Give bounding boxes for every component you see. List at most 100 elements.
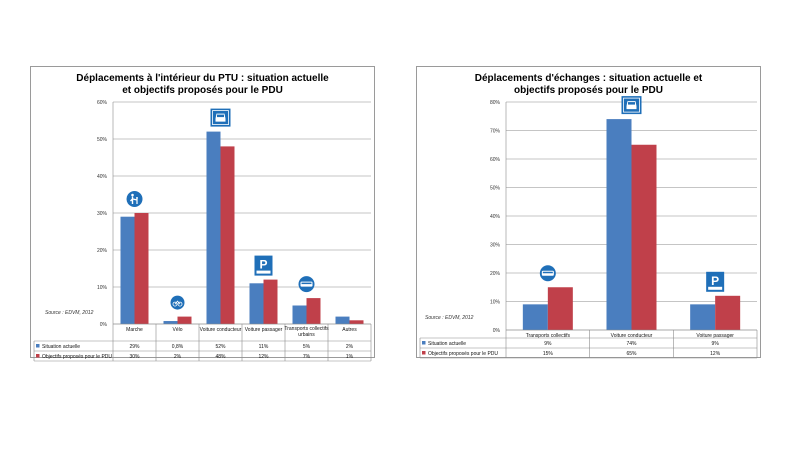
y-tick-label: 50%	[490, 186, 501, 192]
chart-right: 0% 10% 20% 30% 40% 50% 60% 70% 80% P Transports co…	[419, 96, 758, 359]
data-label: 74%	[626, 341, 637, 347]
y-tick-label: 40%	[97, 174, 108, 180]
bar-objectifs-pdu	[631, 144, 657, 330]
y-tick-label: 60%	[490, 157, 501, 163]
data-label: 9%	[544, 341, 552, 347]
y-tick-label: 10%	[97, 285, 108, 291]
bicycle-sign-disc	[170, 295, 185, 310]
x-tick-label: Voiture passager	[696, 333, 734, 339]
y-tick-label: 20%	[490, 271, 501, 277]
bar-situation-actuelle	[335, 316, 350, 324]
car-window	[217, 114, 224, 118]
data-label: 65%	[626, 351, 637, 357]
pedestrian-adult-head	[131, 193, 134, 197]
bus-windows	[542, 271, 553, 274]
legend-label: Situation actuelle	[428, 341, 466, 347]
bar-situation-actuelle	[249, 283, 264, 324]
chart-source: Source : EDVM, 2012	[45, 310, 94, 316]
parking-sign-icon: P	[254, 255, 273, 276]
bar-situation-actuelle	[120, 216, 135, 324]
chart-panel-left: Déplacements à l'intérieur du PTU : situ…	[30, 66, 375, 362]
chart-title: Déplacements à l'intérieur du PTU : situ…	[76, 73, 329, 96]
bar-situation-actuelle	[690, 304, 716, 330]
parking-sub-panel	[256, 270, 271, 274]
data-label: 30%	[129, 354, 140, 360]
y-tick-label: 30%	[97, 211, 108, 217]
car-sign-icon	[210, 108, 231, 127]
parking-letter: P	[711, 274, 719, 288]
y-tick-label: 0%	[100, 322, 108, 328]
data-label: 0,8%	[172, 344, 184, 350]
y-tick-label: 40%	[490, 214, 501, 220]
x-tick-label: Vélo	[172, 327, 182, 333]
bar-objectifs-pdu	[177, 316, 192, 324]
parking-sub-panel	[708, 286, 723, 290]
y-tick-label: 60%	[97, 100, 108, 106]
data-label: 29%	[129, 344, 140, 350]
chart-panel-right: Déplacements d'échanges : situation actu…	[416, 66, 761, 359]
pedestrian-adult-body	[130, 196, 134, 204]
data-label: 1%	[346, 354, 354, 360]
legend-swatch-objectifs	[422, 351, 426, 355]
bar-situation-actuelle	[206, 131, 221, 324]
data-label: 5%	[303, 344, 311, 350]
y-tick-label: 70%	[490, 129, 501, 135]
bicycle-frame	[174, 300, 181, 305]
data-label: 52%	[215, 344, 226, 350]
data-label: 12%	[258, 354, 269, 360]
chart-title: Déplacements d'échanges : situation actu…	[474, 73, 703, 96]
bar-situation-actuelle	[163, 321, 178, 324]
data-label: 9%	[712, 341, 720, 347]
bus-sign-icon	[539, 265, 556, 282]
bicycle-sign-icon	[170, 295, 185, 310]
legend-label: Objectifs proposés pour le PDU	[42, 354, 112, 360]
data-label: 15%	[543, 351, 554, 357]
x-tick-label: Voiture conducteur	[200, 327, 242, 333]
bar-situation-actuelle	[606, 119, 632, 330]
chart-source: Source : EDVM, 2012	[425, 315, 474, 321]
chart-left: 0% 10% 20% 30% 40% 50% 60% P Marche Vélo Voiture c…	[33, 100, 372, 362]
bar-objectifs-pdu	[349, 320, 364, 324]
parking-sign-plate	[706, 271, 725, 292]
legend-swatch-situation	[422, 341, 426, 345]
bar-objectifs-pdu	[134, 213, 149, 324]
bicycle-rear-wheel	[172, 301, 178, 307]
y-tick-label: 10%	[490, 300, 501, 306]
x-tick-label: urbains	[298, 332, 315, 338]
bar-situation-actuelle	[292, 305, 307, 324]
car-sign-icon	[621, 96, 642, 115]
x-tick-label: Transports collectifs	[526, 333, 571, 339]
data-label: 2%	[346, 344, 354, 350]
x-tick-label: Voiture passager	[245, 327, 283, 333]
y-tick-label: 30%	[490, 243, 501, 249]
x-tick-label: Marche	[126, 327, 143, 333]
pedestrian-child-head	[136, 197, 138, 199]
legend-swatch-situation	[36, 344, 40, 348]
data-label: 12%	[710, 351, 721, 357]
car-sign-border	[212, 110, 229, 125]
bus-sign-icon	[298, 276, 315, 293]
x-tick-label: Transports collectifs	[284, 326, 329, 332]
data-label: 11%	[259, 344, 269, 350]
bar-objectifs-pdu	[715, 295, 741, 330]
x-tick-label: Autres	[342, 327, 357, 333]
pedestrian-child-body	[132, 198, 138, 204]
x-tick-label: Voiture conducteur	[611, 333, 653, 339]
parking-sign-icon: P	[706, 271, 725, 292]
parking-letter: P	[259, 258, 267, 272]
y-tick-label: 20%	[97, 248, 108, 254]
legend-label: Objectifs proposés pour le PDU	[428, 351, 498, 357]
bus-windows	[301, 282, 312, 285]
data-label: 48%	[215, 354, 226, 360]
data-label: 7%	[303, 354, 311, 360]
bar-objectifs-pdu	[220, 146, 235, 324]
bar-situation-actuelle	[522, 304, 548, 330]
data-label: 2%	[174, 354, 182, 360]
bar-objectifs-pdu	[306, 298, 321, 324]
y-tick-label: 0%	[493, 328, 501, 334]
legend-label: Situation actuelle	[42, 344, 80, 350]
y-tick-label: 80%	[490, 100, 501, 106]
car-sign-border	[623, 97, 640, 113]
car-window	[628, 102, 635, 105]
y-tick-label: 50%	[97, 137, 108, 143]
